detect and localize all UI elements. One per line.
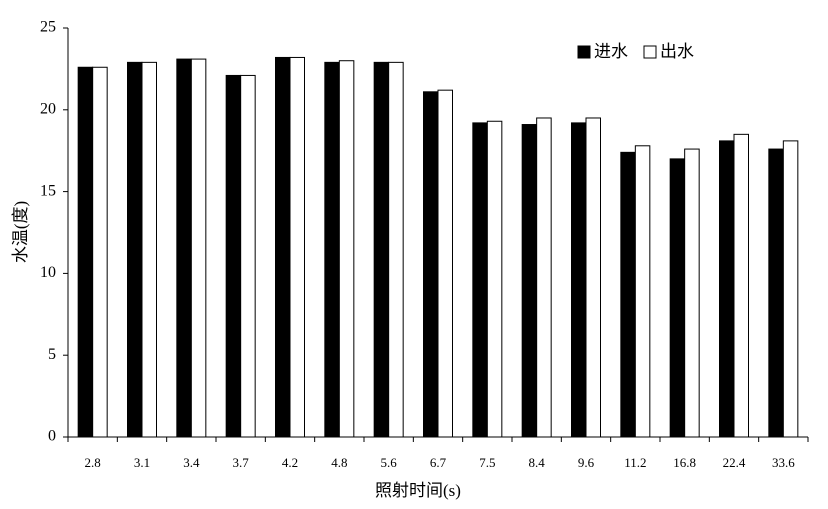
bar <box>275 56 291 438</box>
legend-label: 出水 <box>660 42 694 61</box>
bar <box>620 151 636 438</box>
legend-swatch <box>577 45 591 59</box>
x-tick-label: 3.7 <box>233 455 250 470</box>
x-tick-label: 4.8 <box>331 455 347 470</box>
x-tick-label: 6.7 <box>430 455 447 470</box>
bar <box>536 117 552 438</box>
bar <box>423 91 439 438</box>
legend-swatch <box>643 45 657 59</box>
bar <box>669 158 686 438</box>
bar <box>176 58 192 438</box>
bar <box>127 61 143 438</box>
x-tick-label: 2.8 <box>85 455 101 470</box>
y-tick-label: 0 <box>48 428 56 445</box>
bar <box>585 117 601 438</box>
y-tick-label: 25 <box>40 19 56 36</box>
x-tick-label: 9.6 <box>578 455 595 470</box>
y-tick-label: 15 <box>40 182 56 199</box>
bar <box>733 133 749 438</box>
bar <box>373 61 390 438</box>
x-axis-title: 照射时间(s) <box>375 481 461 500</box>
bar <box>289 56 305 438</box>
bar <box>388 61 404 438</box>
x-tick-label: 4.2 <box>282 455 298 470</box>
y-tick-label: 10 <box>40 264 56 281</box>
bar <box>437 89 453 438</box>
bar <box>486 120 503 438</box>
bar <box>634 145 651 438</box>
bar <box>472 122 488 438</box>
bar <box>324 61 340 438</box>
x-tick-label: 5.6 <box>381 455 398 470</box>
x-tick-label: 3.1 <box>134 455 150 470</box>
y-axis-title: 水温(度) <box>11 201 30 263</box>
x-tick-label: 22.4 <box>723 455 746 470</box>
bar <box>77 66 94 438</box>
bar <box>240 74 256 438</box>
bar <box>190 58 207 438</box>
legend-label: 进水 <box>594 42 628 61</box>
x-tick-label: 8.4 <box>529 455 546 470</box>
x-tick-label: 3.4 <box>183 455 200 470</box>
x-tick-label: 7.5 <box>479 455 495 470</box>
y-tick-label: 20 <box>40 100 56 117</box>
bar <box>571 122 587 438</box>
bar <box>338 60 355 438</box>
bar <box>719 140 735 438</box>
y-tick-label: 5 <box>48 346 56 363</box>
x-tick-label: 11.2 <box>624 455 646 470</box>
bar <box>782 140 799 438</box>
bar <box>92 66 108 438</box>
x-tick-label: 16.8 <box>673 455 696 470</box>
bar <box>141 61 157 438</box>
bar <box>521 124 538 438</box>
bar <box>225 74 242 438</box>
bar <box>684 148 700 438</box>
bar <box>768 148 784 438</box>
x-tick-label: 33.6 <box>772 455 795 470</box>
